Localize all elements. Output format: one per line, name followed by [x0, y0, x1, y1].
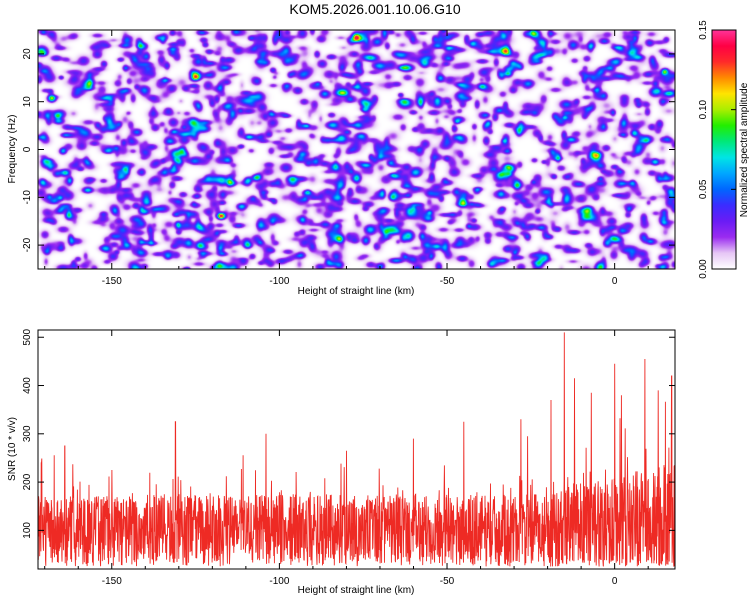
snr-frame — [37, 329, 676, 570]
snr-ylabel: SNR (10 * v/v) — [7, 417, 18, 481]
snr-ytick-label: 400 — [22, 377, 33, 394]
colorbar-tick-label: 0.10 — [698, 99, 709, 119]
snr-ytick-label: 200 — [22, 473, 33, 490]
heatmap-ytick-label: -20 — [22, 237, 33, 252]
heatmap-xtick-label: 0 — [612, 276, 618, 287]
heatmap-image — [38, 30, 675, 269]
snr-ytick-label: 300 — [22, 425, 33, 442]
snr-xtick-label: 0 — [612, 576, 618, 587]
colorbar-ticks: 0.00 0.05 0.10 0.15 — [698, 20, 736, 279]
snr-xtick-label: -100 — [269, 576, 289, 587]
snr-ytick-label: 100 — [22, 522, 33, 539]
snr-xlabel: Height of straight line (km) — [298, 585, 415, 596]
colorbar-tick-label: 0.00 — [698, 259, 709, 279]
figure-title: KOM5.2026.001.10.06.G10 — [289, 1, 461, 17]
heatmap-image-wrap — [38, 30, 675, 269]
heatmap-ytick-label: -10 — [22, 190, 33, 205]
colorbar-bar — [712, 30, 736, 269]
colorbar: 0.00 0.05 0.10 0.15 Normalized spectral amp… — [698, 20, 750, 279]
heatmap-xtick-label: -50 — [440, 276, 455, 287]
heatmap-ytick-label: 0 — [22, 146, 33, 152]
snr-panel: -150 -100 -50 0 100 200 300 400 500 Height of st… — [7, 328, 676, 596]
heatmap-ytick-label: 20 — [22, 48, 33, 60]
snr-axes: -150 -100 -50 0 100 200 300 400 500 — [22, 328, 675, 587]
snr-series-line — [38, 332, 675, 567]
heatmap-xlabel: Height of straight line (km) — [298, 286, 415, 297]
snr-ytick-label: 500 — [22, 328, 33, 345]
snr-xtick-label: -50 — [440, 576, 455, 587]
colorbar-label: Normalized spectral amplitude — [739, 82, 750, 217]
heatmap-ytick-label: 10 — [22, 96, 33, 108]
heatmap-xtick-label: -100 — [269, 276, 289, 287]
colorbar-frame — [711, 29, 737, 270]
colorbar-tick-label: 0.15 — [698, 20, 709, 40]
colorbar-tick-label: 0.05 — [698, 179, 709, 199]
heatmap-ylabel: Frequency (Hz) — [7, 115, 18, 184]
heatmap-xtick-label: -150 — [102, 276, 122, 287]
snr-xtick-label: -150 — [102, 576, 122, 587]
